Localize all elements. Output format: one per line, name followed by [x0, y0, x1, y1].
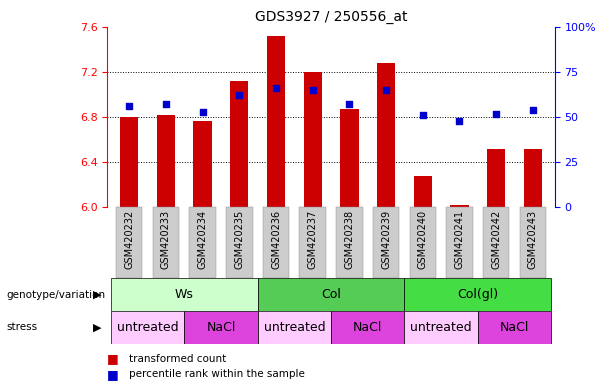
Point	[124, 103, 134, 109]
Text: percentile rank within the sample: percentile rank within the sample	[129, 369, 305, 379]
Text: genotype/variation: genotype/variation	[6, 290, 105, 300]
Point	[198, 109, 208, 115]
Bar	[157, 115, 175, 207]
Text: GSM420234: GSM420234	[197, 210, 208, 269]
Bar	[450, 205, 468, 207]
Text: untreated: untreated	[410, 321, 472, 334]
FancyBboxPatch shape	[331, 311, 405, 344]
Bar	[414, 176, 432, 207]
Text: GSM420238: GSM420238	[345, 210, 354, 269]
FancyBboxPatch shape	[257, 278, 405, 311]
FancyBboxPatch shape	[189, 207, 216, 278]
Text: GSM420233: GSM420233	[161, 210, 171, 269]
Text: GSM420240: GSM420240	[417, 210, 428, 269]
FancyBboxPatch shape	[478, 311, 551, 344]
Text: untreated: untreated	[117, 321, 178, 334]
Text: GSM420235: GSM420235	[234, 210, 245, 269]
Bar	[377, 63, 395, 207]
FancyBboxPatch shape	[300, 207, 326, 278]
Point	[418, 112, 428, 118]
Point	[161, 101, 171, 108]
FancyBboxPatch shape	[263, 207, 289, 278]
Point	[345, 101, 354, 108]
FancyBboxPatch shape	[153, 207, 179, 278]
Text: GSM420237: GSM420237	[308, 210, 318, 269]
Point	[381, 87, 391, 93]
Text: transformed count: transformed count	[129, 354, 226, 364]
Text: Col: Col	[321, 288, 341, 301]
Text: GSM420241: GSM420241	[454, 210, 465, 269]
Text: GSM420232: GSM420232	[124, 210, 134, 269]
Point	[308, 87, 318, 93]
FancyBboxPatch shape	[336, 207, 362, 278]
Text: Ws: Ws	[175, 288, 194, 301]
Text: GSM420236: GSM420236	[271, 210, 281, 269]
Text: NaCl: NaCl	[207, 321, 235, 334]
Point	[491, 111, 501, 117]
FancyBboxPatch shape	[520, 207, 546, 278]
Text: stress: stress	[6, 322, 37, 333]
Bar	[120, 117, 139, 207]
Text: GSM420239: GSM420239	[381, 210, 391, 269]
Text: NaCl: NaCl	[353, 321, 383, 334]
Point	[271, 85, 281, 91]
Bar	[303, 72, 322, 207]
FancyBboxPatch shape	[483, 207, 509, 278]
Point	[234, 93, 244, 99]
Point	[528, 107, 538, 113]
Bar	[340, 109, 359, 207]
Point	[454, 118, 464, 124]
Text: ▶: ▶	[93, 322, 101, 333]
Bar	[487, 149, 505, 207]
Text: GSM420242: GSM420242	[491, 210, 501, 269]
FancyBboxPatch shape	[226, 207, 253, 278]
Bar	[230, 81, 248, 207]
FancyBboxPatch shape	[111, 278, 257, 311]
FancyBboxPatch shape	[111, 311, 185, 344]
Text: ■: ■	[107, 353, 119, 366]
FancyBboxPatch shape	[446, 207, 473, 278]
FancyBboxPatch shape	[405, 311, 478, 344]
Bar	[267, 36, 285, 207]
Text: NaCl: NaCl	[500, 321, 529, 334]
Bar	[194, 121, 212, 207]
Text: ■: ■	[107, 368, 119, 381]
Text: untreated: untreated	[264, 321, 325, 334]
Bar	[524, 149, 542, 207]
FancyBboxPatch shape	[373, 207, 399, 278]
Title: GDS3927 / 250556_at: GDS3927 / 250556_at	[255, 10, 407, 25]
FancyBboxPatch shape	[116, 207, 142, 278]
FancyBboxPatch shape	[185, 311, 257, 344]
Text: Col(gl): Col(gl)	[457, 288, 498, 301]
Text: GSM420243: GSM420243	[528, 210, 538, 269]
Text: ▶: ▶	[93, 290, 101, 300]
FancyBboxPatch shape	[405, 278, 551, 311]
FancyBboxPatch shape	[257, 311, 331, 344]
FancyBboxPatch shape	[409, 207, 436, 278]
